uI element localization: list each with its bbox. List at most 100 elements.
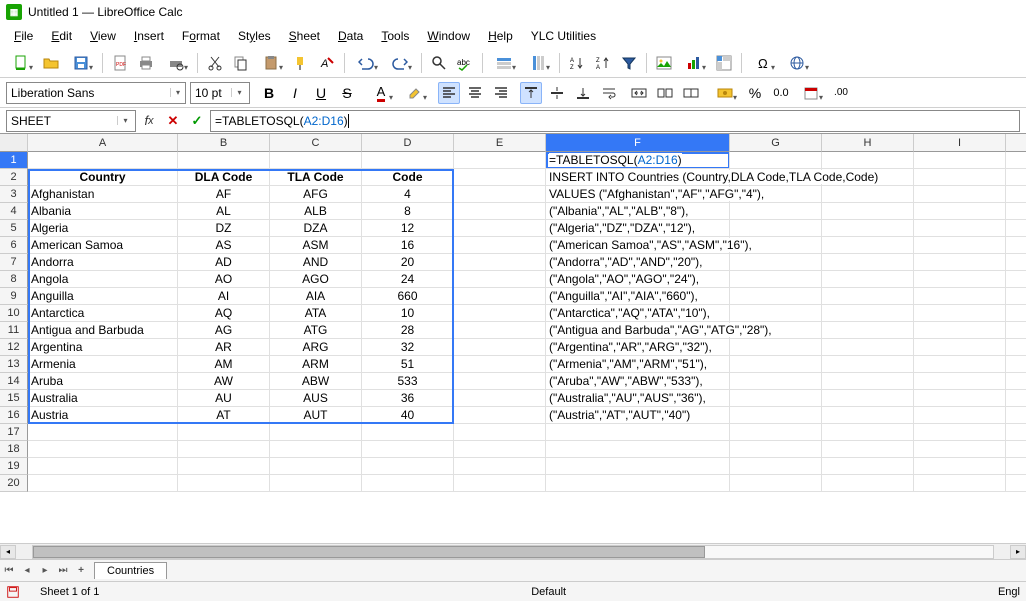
cell[interactable]: ("Antigua and Barbuda","AG","ATG","28"),	[546, 322, 730, 339]
cell[interactable]: AL	[178, 203, 270, 220]
cell[interactable]: Aruba	[28, 373, 178, 390]
row-header[interactable]: 10	[0, 305, 28, 322]
wrap-text-button[interactable]	[598, 82, 620, 104]
font-size-combo[interactable]: ▾	[190, 82, 250, 104]
cell[interactable]: AI	[178, 288, 270, 305]
cell[interactable]: ("Algeria","DZ","DZA","12"),	[546, 220, 730, 237]
cell[interactable]: 8	[362, 203, 454, 220]
cell[interactable]	[270, 475, 362, 492]
cell[interactable]	[914, 152, 1006, 169]
cell[interactable]	[914, 322, 1006, 339]
row-header[interactable]: 1	[0, 152, 28, 169]
cell[interactable]	[730, 254, 822, 271]
cell[interactable]: American Samoa	[28, 237, 178, 254]
cell[interactable]	[454, 254, 546, 271]
last-sheet-button[interactable]: ⏭	[54, 562, 72, 580]
clear-formatting-button[interactable]: A	[316, 52, 338, 74]
cell[interactable]	[822, 475, 914, 492]
formula-input[interactable]: =TABLETOSQL(A2:D16)	[210, 110, 1020, 132]
cell[interactable]	[1006, 288, 1026, 305]
cell[interactable]: AF	[178, 186, 270, 203]
column-header[interactable]: A	[28, 134, 178, 152]
cell[interactable]: Code	[362, 169, 454, 186]
cell[interactable]	[28, 475, 178, 492]
cell[interactable]	[1006, 356, 1026, 373]
cell[interactable]	[270, 152, 362, 169]
cell[interactable]	[822, 305, 914, 322]
cell[interactable]: AD	[178, 254, 270, 271]
cell[interactable]	[1006, 305, 1026, 322]
row-header[interactable]: 9	[0, 288, 28, 305]
underline-button[interactable]: U	[310, 82, 332, 104]
column-header[interactable]: G	[730, 134, 822, 152]
cell[interactable]	[822, 390, 914, 407]
cell[interactable]: AIA	[270, 288, 362, 305]
strikethrough-button[interactable]: S	[336, 82, 358, 104]
cell[interactable]	[270, 424, 362, 441]
cell[interactable]	[914, 254, 1006, 271]
cell[interactable]	[362, 475, 454, 492]
cell[interactable]	[914, 305, 1006, 322]
cell[interactable]	[914, 169, 1006, 186]
spreadsheet-grid[interactable]: ABCDEFGHIJ1=TABLETOSQL(A2:D16)2CountryDL…	[0, 134, 1026, 581]
hyperlink-button[interactable]	[782, 52, 812, 74]
cell[interactable]: ASM	[270, 237, 362, 254]
cell[interactable]: AFG	[270, 186, 362, 203]
menu-window[interactable]: Window	[419, 26, 478, 46]
cell[interactable]	[914, 407, 1006, 424]
bold-button[interactable]: B	[258, 82, 280, 104]
row-header[interactable]: 20	[0, 475, 28, 492]
cell[interactable]	[730, 441, 822, 458]
save-button[interactable]	[66, 52, 96, 74]
new-button[interactable]	[6, 52, 36, 74]
cell[interactable]	[454, 424, 546, 441]
cell[interactable]: TLA Code	[270, 169, 362, 186]
cell[interactable]	[454, 288, 546, 305]
merge-center-button[interactable]	[654, 82, 676, 104]
cell[interactable]: AM	[178, 356, 270, 373]
cell[interactable]	[454, 322, 546, 339]
cell[interactable]: ("American Samoa","AS","ASM","16"),	[546, 237, 730, 254]
cell[interactable]: 51	[362, 356, 454, 373]
column-header[interactable]: C	[270, 134, 362, 152]
cell[interactable]: ATA	[270, 305, 362, 322]
cell[interactable]	[454, 203, 546, 220]
cell[interactable]: Country	[28, 169, 178, 186]
cell[interactable]	[1006, 424, 1026, 441]
cell[interactable]: ARM	[270, 356, 362, 373]
cell[interactable]: 4	[362, 186, 454, 203]
cell[interactable]	[454, 169, 546, 186]
cell[interactable]: 12	[362, 220, 454, 237]
cell[interactable]	[822, 356, 914, 373]
function-wizard-button[interactable]: fx	[138, 110, 160, 132]
cell[interactable]	[914, 424, 1006, 441]
cell[interactable]: 28	[362, 322, 454, 339]
cell[interactable]	[454, 390, 546, 407]
cell[interactable]: Andorra	[28, 254, 178, 271]
cell[interactable]	[822, 458, 914, 475]
cell[interactable]: ("Angola","AO","AGO","24"),	[546, 271, 730, 288]
cell[interactable]: ("Argentina","AR","ARG","32"),	[546, 339, 730, 356]
cell[interactable]: DLA Code	[178, 169, 270, 186]
row-header[interactable]: 3	[0, 186, 28, 203]
row-header[interactable]: 7	[0, 254, 28, 271]
cell[interactable]	[546, 441, 730, 458]
align-center-button[interactable]	[464, 82, 486, 104]
open-button[interactable]	[40, 52, 62, 74]
row-header[interactable]: 2	[0, 169, 28, 186]
cell[interactable]: AG	[178, 322, 270, 339]
autofilter-button[interactable]	[618, 52, 640, 74]
cell[interactable]: ("Andorra","AD","AND","20"),	[546, 254, 730, 271]
cell[interactable]	[270, 441, 362, 458]
cell[interactable]	[822, 322, 914, 339]
chevron-down-icon[interactable]: ▾	[231, 88, 247, 97]
cell[interactable]: Anguilla	[28, 288, 178, 305]
next-sheet-button[interactable]: ▸	[36, 562, 54, 580]
cell[interactable]	[454, 458, 546, 475]
cell[interactable]	[546, 424, 730, 441]
cell[interactable]: Albania	[28, 203, 178, 220]
cell[interactable]	[914, 237, 1006, 254]
add-sheet-button[interactable]: +	[72, 562, 90, 580]
cell[interactable]	[822, 288, 914, 305]
paste-button[interactable]	[256, 52, 286, 74]
